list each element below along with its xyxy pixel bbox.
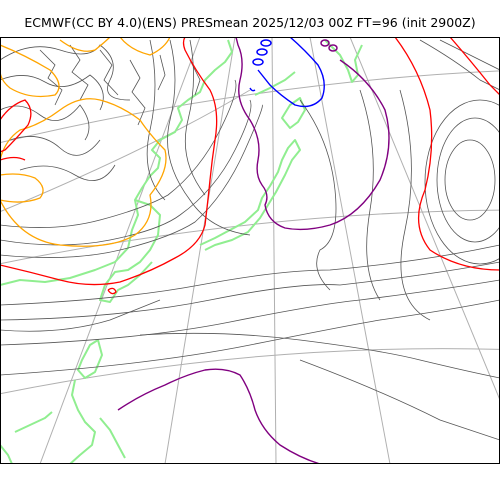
isobar-blue [249,37,325,108]
map-title: ECMWF(CC BY 4.0)(ENS) PRESmean 2025/12/0… [24,15,476,30]
isobars [0,39,500,441]
isobar-orange [0,37,171,247]
isobar-red [0,37,500,295]
isobar-purple [117,37,390,464]
pressure-map[interactable] [0,37,500,464]
